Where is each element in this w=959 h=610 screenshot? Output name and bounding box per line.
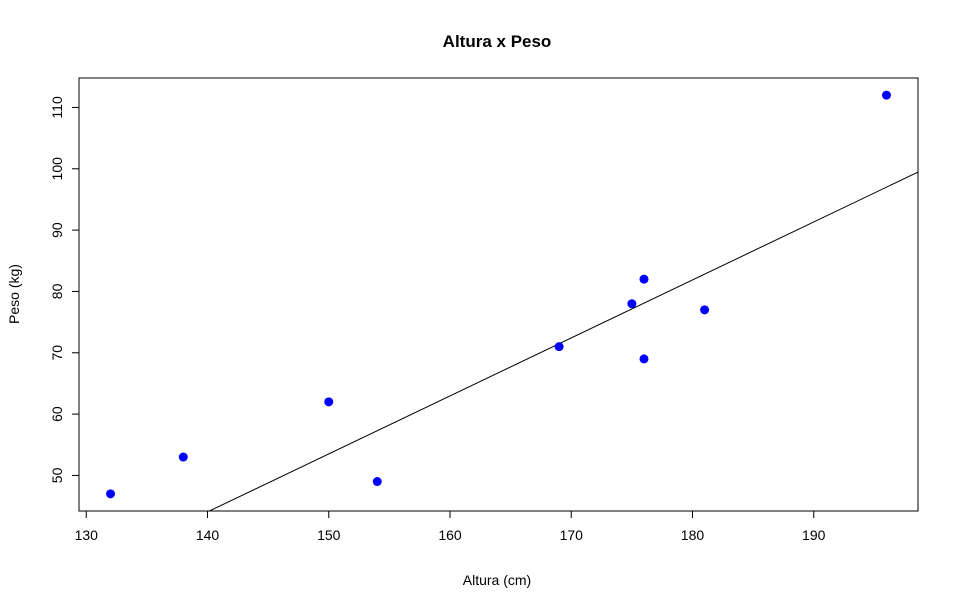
data-point — [639, 354, 649, 364]
chart-title: Altura x Peso — [443, 32, 552, 51]
x-tick-label: 170 — [560, 527, 584, 543]
plot-frame — [78, 77, 919, 512]
x-axis: 130 140 150 160 170 180 190 — [75, 510, 826, 543]
points-layer — [106, 90, 891, 499]
data-point — [627, 299, 637, 309]
y-axis-label: Peso (kg) — [6, 264, 22, 324]
y-tick-label: 70 — [49, 345, 65, 361]
data-point — [700, 305, 710, 315]
x-tick-label: 130 — [75, 527, 99, 543]
y-tick-label: 90 — [49, 222, 65, 238]
x-tick-label: 140 — [196, 527, 220, 543]
data-point — [106, 489, 116, 499]
fit-line-layer — [208, 171, 918, 511]
y-tick-label: 100 — [49, 157, 65, 181]
x-tick-label: 190 — [802, 527, 826, 543]
data-point — [178, 452, 188, 462]
regression-line — [208, 171, 918, 511]
y-tick-label: 60 — [49, 406, 65, 422]
y-tick-label: 80 — [49, 283, 65, 299]
y-axis: 50 60 70 80 90 100 110 — [49, 96, 80, 483]
x-tick-label: 160 — [438, 527, 462, 543]
y-tick-label: 50 — [49, 467, 65, 483]
y-tick-label: 110 — [49, 96, 65, 119]
x-tick-label: 150 — [317, 527, 341, 543]
data-point — [324, 397, 334, 407]
x-axis-label: Altura (cm) — [463, 572, 531, 588]
x-tick-label: 180 — [681, 527, 705, 543]
data-point — [639, 274, 649, 284]
data-point — [554, 342, 564, 352]
data-point — [372, 477, 382, 487]
data-point — [881, 90, 891, 100]
